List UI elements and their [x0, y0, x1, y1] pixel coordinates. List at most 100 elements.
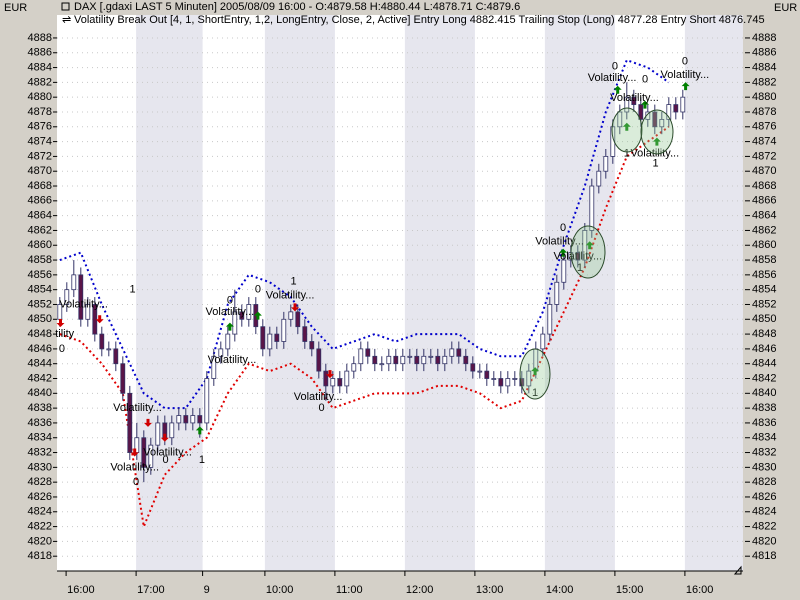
candle-body: [351, 363, 357, 372]
annotation: 0: [319, 402, 325, 414]
y-tick-label-left: 4822: [28, 520, 52, 532]
y-tick-label-right: 4828: [752, 476, 776, 488]
annotation: 0: [162, 454, 168, 466]
y-tick-label-left: 4874: [28, 136, 52, 148]
annotation: 0: [560, 222, 566, 234]
candle-body: [169, 422, 175, 439]
annotation: 1: [130, 284, 136, 296]
chart-subtitle: Volatility Break Out [4, 1, ShortEntry, …: [74, 14, 765, 26]
annotation: 1: [652, 158, 658, 170]
y-tick-label-left: 4888: [28, 32, 52, 44]
candle-body: [386, 355, 392, 365]
candle-body: [526, 370, 532, 387]
candle-body: [183, 415, 189, 424]
candle-body: [106, 348, 112, 351]
y-tick-label-right: 4886: [752, 47, 776, 59]
y-tick-label-left: 4860: [28, 239, 52, 251]
y-tick-label-right: 4884: [752, 61, 776, 73]
circle: [640, 109, 674, 155]
y-tick-label-right: 4850: [752, 313, 776, 325]
y-tick-label-left: 4856: [28, 269, 52, 281]
y-tick-label-left: 4830: [28, 461, 52, 473]
annotation: Volatility...: [208, 354, 257, 366]
candle-body: [211, 355, 217, 379]
candle-body: [540, 333, 546, 350]
signal-arrow: [253, 311, 262, 320]
candle-body: [477, 370, 483, 373]
x-tick-label: 14:00: [546, 584, 574, 596]
candle-body: [652, 111, 658, 128]
x-tick-label: 9: [204, 584, 210, 596]
y-tick-label-left: 4858: [28, 254, 52, 266]
y-tick-label-left: 4844: [28, 358, 52, 370]
x-tick-label: 15:00: [616, 584, 644, 596]
candle-body: [274, 333, 280, 342]
session-band: [136, 15, 203, 571]
signal-circles: [519, 107, 674, 400]
candle-body: [393, 355, 399, 365]
y-tick-label-right: 4854: [752, 284, 776, 296]
signal-arrow: [641, 100, 649, 109]
y-tick-label-right: 4826: [752, 491, 776, 503]
y-tick-label-right: 4860: [752, 239, 776, 251]
y-tick-label-left: 4880: [28, 91, 52, 103]
y-tick-label-left: 4834: [28, 432, 52, 444]
session-band: [404, 15, 475, 571]
signal-arrow: [144, 418, 152, 427]
y-tick-label-right: 4866: [752, 195, 776, 207]
y-tick-label-right: 4836: [752, 417, 776, 429]
signal-arrow: [225, 322, 234, 331]
signal-arrow: [559, 248, 568, 257]
candle-body: [190, 415, 196, 424]
y-tick-label-right: 4862: [752, 224, 776, 236]
y-tick-label-left: 4868: [28, 180, 52, 192]
x-tick-label: 16:00: [686, 584, 714, 596]
resize-grip: [733, 565, 742, 575]
signal-arrow: [160, 433, 169, 442]
y-tick-label-left: 4846: [28, 343, 52, 355]
candle-body: [176, 415, 182, 424]
candle-body: [288, 311, 294, 320]
candle-body: [484, 370, 490, 379]
signal-arrow: [130, 448, 139, 457]
signal-arrow: [681, 82, 690, 91]
candle-body: [428, 355, 434, 358]
annotation: Volatility...: [143, 446, 192, 458]
y-tick-label-right: 4824: [752, 506, 776, 518]
candle-body: [330, 378, 336, 387]
annotation: 1: [624, 147, 630, 159]
annotation: 0: [612, 61, 618, 73]
y-tick-label-right: 4878: [752, 106, 776, 118]
signal-arrow: [195, 426, 204, 435]
signal-arrow: [622, 122, 631, 131]
annotation: tility: [55, 328, 74, 340]
candle-body: [463, 355, 469, 365]
y-tick-label-right: 4856: [752, 269, 776, 281]
header-icon: [61, 2, 70, 11]
y-tick-label-right: 4880: [752, 91, 776, 103]
candle-body: [113, 348, 119, 365]
candle-body: [141, 437, 147, 468]
candle-body: [218, 348, 224, 357]
candle-body: [582, 230, 588, 261]
candle-body: [246, 304, 252, 320]
circle: [611, 107, 643, 153]
candle-body: [638, 104, 644, 120]
candle-body: [225, 333, 231, 350]
candle-body: [316, 348, 322, 372]
candle-body: [610, 126, 616, 157]
candle-body: [659, 118, 665, 128]
annotation: Volatility...: [110, 461, 159, 473]
y-tick-label-right: 4872: [752, 150, 776, 162]
y-tick-label-right: 4846: [752, 343, 776, 355]
y-tick-label-left: 4878: [28, 106, 52, 118]
x-tick-label: 13:00: [476, 584, 504, 596]
y-tick-label-left: 4848: [28, 328, 52, 340]
candle-body: [309, 341, 315, 350]
y-tick-label-right: 4852: [752, 298, 776, 310]
y-tick-label-right: 4830: [752, 461, 776, 473]
y-tick-label-left: 4866: [28, 195, 52, 207]
session-band: [684, 15, 743, 571]
candle-body: [470, 363, 476, 372]
